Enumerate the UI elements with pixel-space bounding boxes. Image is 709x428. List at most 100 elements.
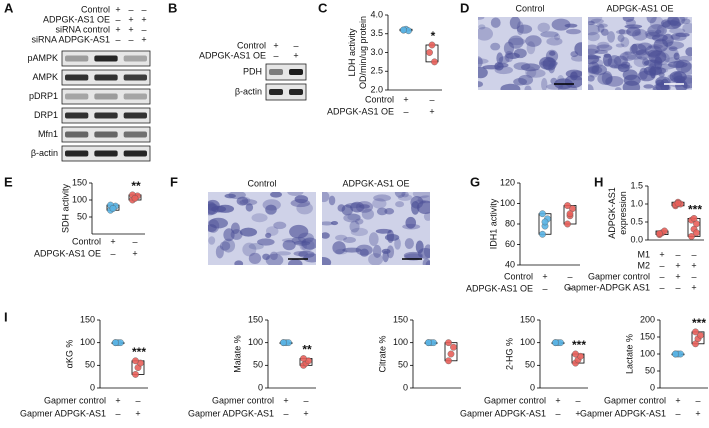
condition-sign: +	[141, 14, 146, 24]
cell	[588, 55, 601, 60]
cell	[342, 247, 362, 253]
micrograph	[208, 192, 316, 265]
cell	[597, 23, 605, 33]
cell	[551, 18, 571, 31]
cell	[216, 204, 235, 213]
cell	[655, 29, 662, 34]
cell	[570, 70, 582, 81]
cell	[262, 199, 281, 211]
cell	[679, 17, 688, 22]
cell	[588, 84, 594, 90]
cell	[345, 202, 362, 209]
data-point	[450, 343, 457, 351]
band-label: AMPK	[32, 72, 58, 82]
condition-sign: –	[403, 106, 408, 116]
cell	[624, 50, 633, 56]
y-tick-label: 100	[520, 337, 535, 347]
cell	[520, 63, 541, 72]
condition-sign: +	[575, 408, 580, 418]
condition-sign: +	[303, 408, 308, 418]
condition-sign: –	[675, 282, 680, 292]
panel-letter: D	[460, 0, 469, 15]
cell	[648, 50, 667, 64]
data-point	[539, 230, 546, 238]
condition-sign: –	[659, 271, 664, 281]
cell	[405, 216, 417, 229]
cell	[397, 194, 413, 201]
cell	[335, 234, 348, 241]
condition-sign: –	[555, 408, 560, 418]
cell	[381, 248, 391, 254]
y-tick-label: 150	[72, 177, 87, 187]
cell	[653, 86, 662, 90]
cell	[524, 85, 532, 90]
cell	[615, 29, 631, 35]
cell	[504, 50, 514, 63]
cell	[402, 223, 421, 230]
y-tick-label: 100	[72, 194, 87, 204]
condition-sign: –	[691, 271, 696, 281]
y-axis-label: Citrate %	[377, 335, 387, 372]
cell	[236, 196, 249, 206]
band-label: pAMPK	[27, 53, 58, 63]
cell	[355, 218, 364, 225]
data-point	[566, 210, 574, 218]
significance: ***	[688, 203, 702, 217]
band-label: PDH	[243, 66, 262, 76]
cell	[588, 75, 595, 82]
panel-letter: G	[470, 174, 480, 189]
cell	[588, 31, 600, 42]
condition-label: Gapmer control	[212, 395, 274, 405]
y-tick-label: 150	[393, 314, 408, 324]
cell	[596, 23, 608, 28]
cell	[239, 227, 258, 237]
cell	[617, 34, 625, 43]
condition-label: Gapmer ADPGK-AS1	[580, 408, 666, 418]
cell	[588, 44, 600, 55]
condition-sign: +	[115, 24, 120, 34]
band-label: pDRP1	[29, 91, 58, 101]
cell	[289, 224, 309, 239]
cell	[294, 195, 309, 204]
cell	[660, 78, 670, 90]
cell	[208, 224, 217, 233]
data-point	[564, 220, 571, 228]
condition-sign: +	[691, 260, 696, 270]
cell	[526, 41, 536, 55]
condition-sign: –	[128, 4, 133, 14]
cell	[376, 207, 388, 216]
cell	[574, 42, 582, 56]
significance: **	[302, 343, 312, 357]
data-point	[688, 232, 695, 240]
cell	[265, 253, 284, 265]
data-point	[280, 339, 287, 347]
cell	[635, 50, 648, 56]
cell	[537, 22, 550, 33]
blot-band	[94, 112, 118, 119]
y-tick-label: 100	[640, 348, 655, 358]
blot-band	[123, 93, 147, 100]
condition-sign: +	[567, 283, 572, 293]
data-point	[564, 202, 571, 209]
blot-band	[65, 93, 89, 100]
y-axis-label: αKG %	[64, 340, 74, 369]
cell	[654, 39, 673, 44]
y-tick-label: 50	[253, 360, 263, 370]
condition-sign: –	[429, 94, 434, 104]
condition-label: Control	[365, 94, 394, 104]
data-point	[109, 205, 117, 212]
condition-sign: +	[135, 408, 140, 418]
data-point	[692, 328, 699, 336]
cell	[411, 201, 420, 215]
blot-band	[269, 89, 283, 95]
cell	[637, 70, 656, 82]
y-tick-label: 150	[520, 314, 535, 324]
cell	[401, 192, 409, 198]
cell	[350, 227, 368, 237]
data-point	[539, 210, 546, 218]
condition-sign: +	[128, 24, 133, 34]
condition-label: Control	[237, 40, 266, 50]
cell	[322, 221, 334, 226]
cell	[668, 46, 678, 52]
micrograph	[322, 192, 430, 265]
